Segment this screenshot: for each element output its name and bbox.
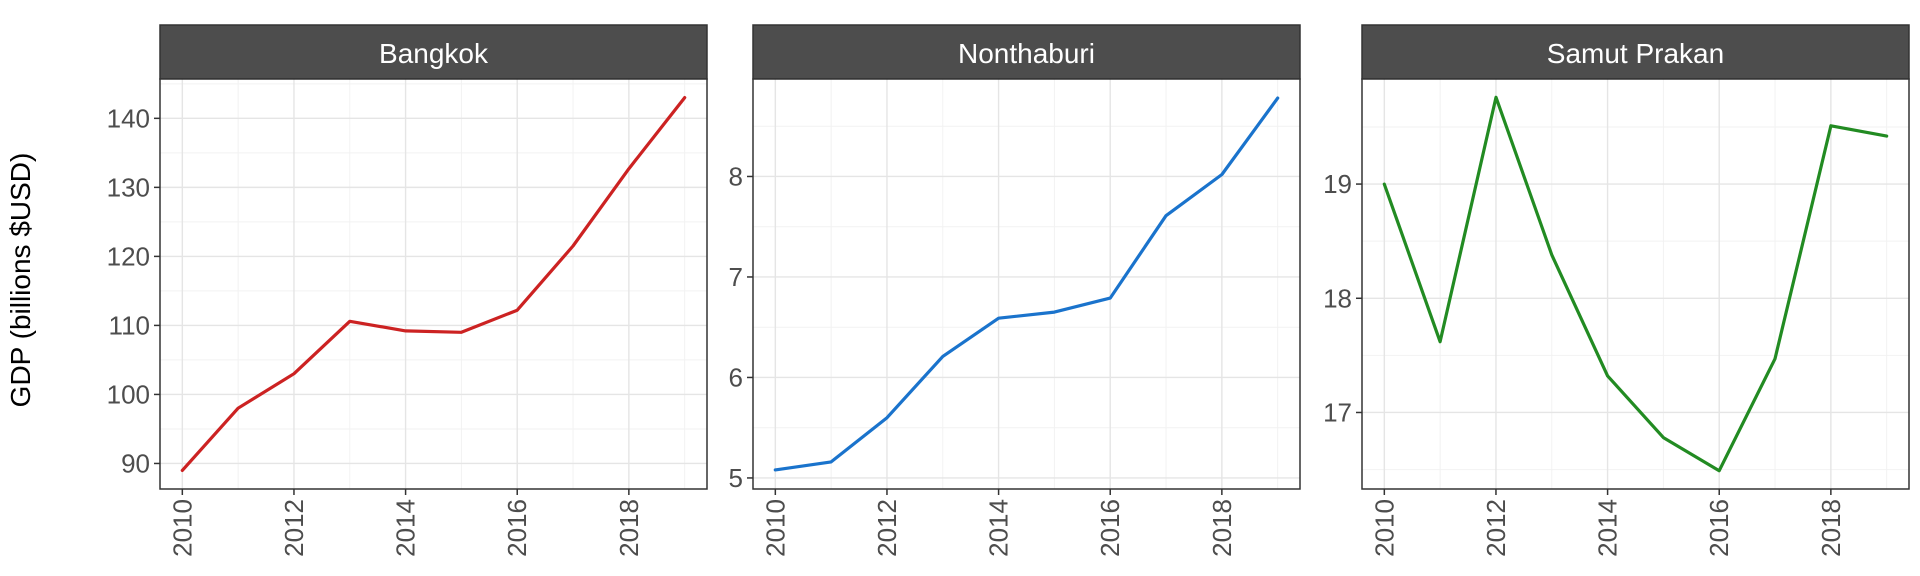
y-tick-label: 140 [107, 103, 150, 133]
y-tick-label: 120 [107, 241, 150, 271]
y-axis-title: GDP (billions $USD) [5, 153, 36, 408]
y-tick-label: 8 [729, 161, 743, 191]
grid [753, 79, 1300, 489]
facet-panels: Bangkok 90 100 110 120 130 140 2010 2012 2014 2016… [107, 24, 1910, 557]
x-tick-label: 2010 [1369, 499, 1399, 557]
y-tick-label: 18 [1323, 283, 1352, 313]
x-tick-label: 2016 [1095, 499, 1125, 557]
x-tick-label: 2012 [279, 499, 309, 557]
x-tick-label: 2016 [502, 499, 532, 557]
x-tick-label: 2014 [984, 499, 1014, 557]
panel-bangkok: Bangkok 90 100 110 120 130 140 2010 2012 2014 2016… [107, 24, 708, 557]
y-tick-label: 7 [729, 262, 743, 292]
panel-samut-prakan: Samut Prakan 17 18 19 2010 2012 2014 2016 2018 [1323, 24, 1910, 557]
x-tick-label: 2018 [614, 499, 644, 557]
grid [160, 79, 707, 489]
y-tick-label: 19 [1323, 169, 1352, 199]
x-tick-label: 2010 [760, 499, 790, 557]
panel-strip [752, 24, 1301, 80]
panel-border [752, 78, 1301, 490]
panel-border [159, 78, 708, 490]
x-tick-label: 2016 [1704, 499, 1734, 557]
y-tick-label: 6 [729, 362, 743, 392]
panel-strip-title: Samut Prakan [1547, 38, 1724, 69]
y-tick-label: 17 [1323, 397, 1352, 427]
panel-background [160, 79, 707, 489]
series-line [1382, 95, 1889, 473]
x-tick-label: 2018 [1207, 499, 1237, 557]
panel-strip-title: Bangkok [379, 38, 489, 69]
x-tick-label: 2012 [1481, 499, 1511, 557]
series-line [180, 95, 687, 472]
y-tick-label: 100 [107, 379, 150, 409]
panel-background [753, 79, 1300, 489]
series-line [773, 96, 1280, 472]
x-tick-label: 2012 [872, 499, 902, 557]
panel-nonthaburi: Nonthaburi 5 6 7 8 2010 2012 2014 2016 2018 [729, 24, 1301, 557]
x-tick-label: 2014 [391, 499, 421, 557]
panel-strip-title: Nonthaburi [958, 38, 1095, 69]
panel-border [1361, 78, 1910, 490]
y-tick-label: 5 [729, 463, 743, 493]
panel-strip [1361, 24, 1910, 80]
y-tick-label: 90 [121, 448, 150, 478]
x-tick-label: 2018 [1816, 499, 1846, 557]
y-axis-title-group: GDP (billions $USD) [5, 153, 36, 408]
panel-strip [159, 24, 708, 80]
x-tick-label: 2010 [167, 499, 197, 557]
y-tick-label: 130 [107, 172, 150, 202]
x-tick-label: 2014 [1593, 499, 1623, 557]
y-tick-label: 110 [109, 310, 150, 340]
